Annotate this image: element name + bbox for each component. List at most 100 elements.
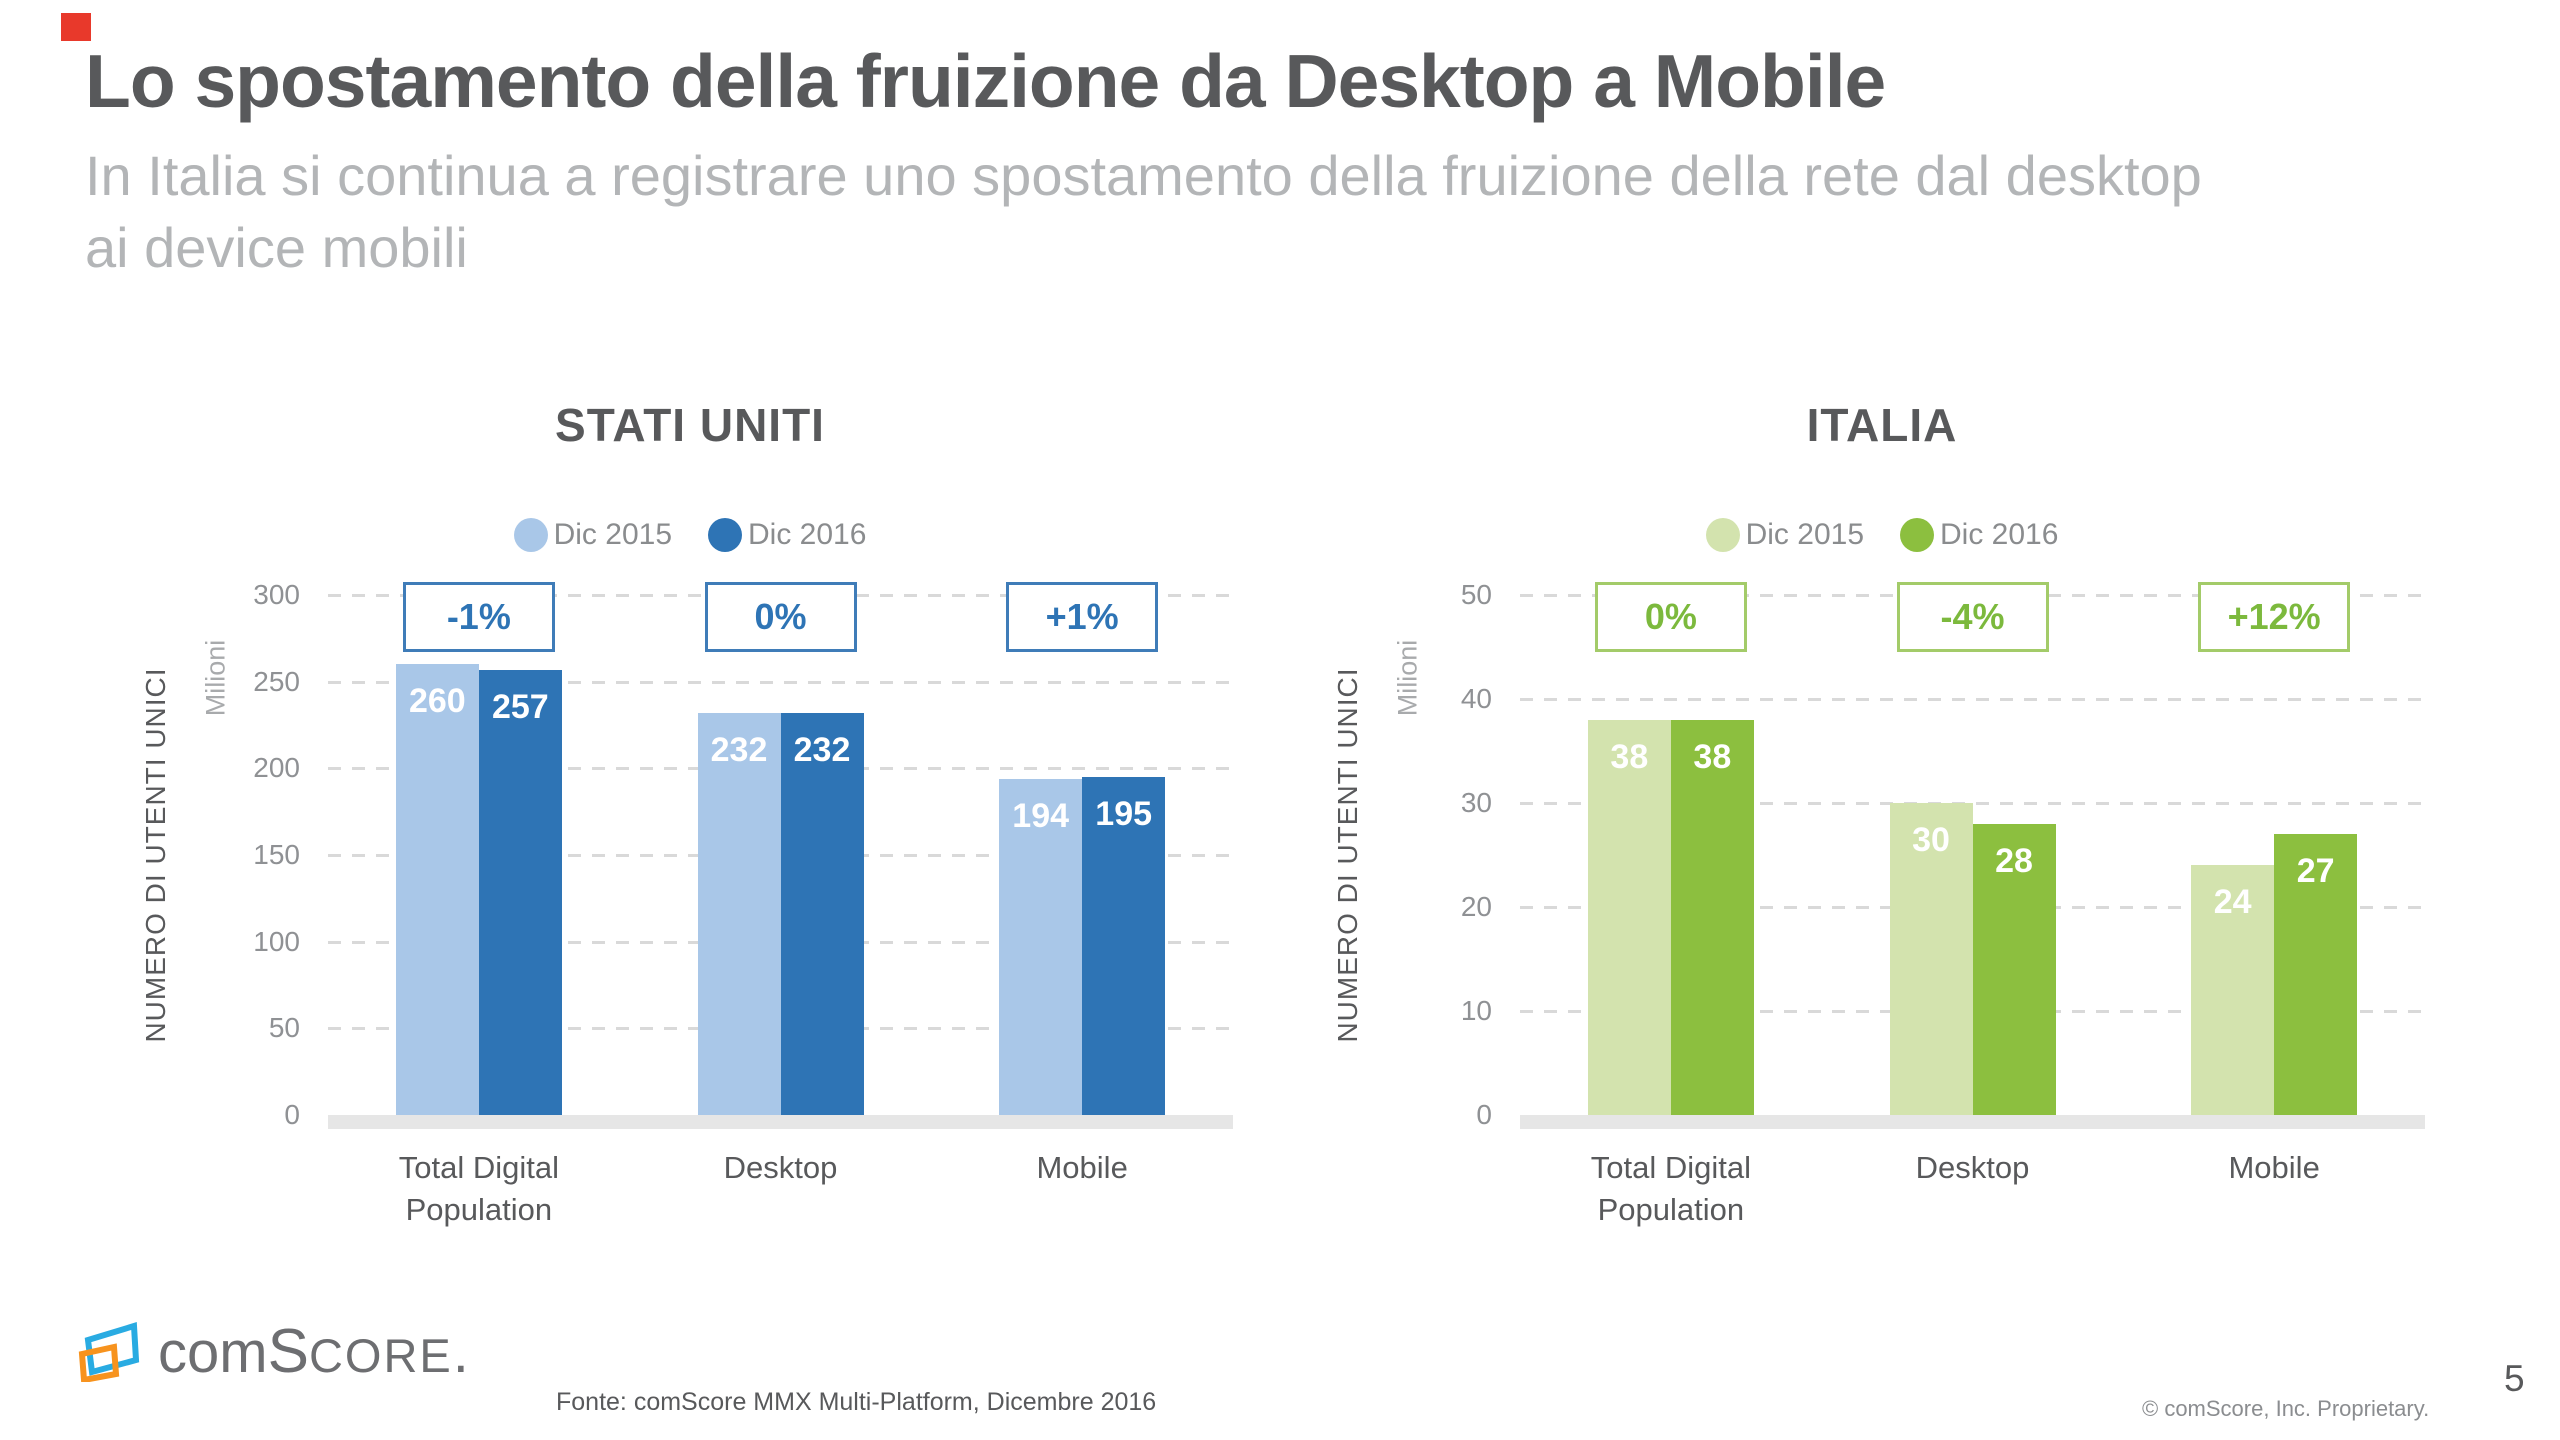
delta-change-box: 0% <box>1594 582 1747 652</box>
slide-subtitle-line2: ai device mobili <box>85 215 468 279</box>
bar-dic-2015: 260 <box>395 664 479 1115</box>
y-tick-label: 20 <box>1460 891 1492 922</box>
y-tick-label: 200 <box>253 752 300 784</box>
y-tick-label: 100 <box>253 925 300 957</box>
y-axis-ticks: 300 250 200 150 100 50 0 <box>140 579 300 1130</box>
category-label-line: Total Digital <box>398 1150 559 1185</box>
bar-dic-2015: 24 <box>2191 865 2275 1115</box>
chart-title: STATI UNITI <box>555 399 825 451</box>
legend-label: Dic 2015 <box>553 518 672 551</box>
category-label-line: Desktop <box>1915 1150 2030 1185</box>
red-corner-badge <box>61 13 91 41</box>
bar-value-label: 38 <box>1693 737 1732 776</box>
bar-value-label: 257 <box>491 687 549 726</box>
bar-value-label: 232 <box>793 730 851 769</box>
delta-change-box: +1% <box>1006 582 1159 652</box>
y-tick-label: 30 <box>1460 787 1492 818</box>
bar-dic-2015: 38 <box>1587 719 1671 1115</box>
y-tick-label: 0 <box>1476 1099 1492 1130</box>
delta-change-box: -1% <box>402 582 555 652</box>
category-label: Mobile <box>2114 1147 2434 1189</box>
category-label-line: Mobile <box>1036 1150 1128 1185</box>
bar-group: 232 232 <box>697 712 864 1115</box>
logo-text-core: CORE <box>308 1329 453 1382</box>
bar-group: 30 28 <box>1889 803 2056 1115</box>
y-tick-label: 0 <box>284 1099 300 1130</box>
x-axis-baseline <box>328 1115 1233 1129</box>
page-number: 5 <box>2504 1358 2525 1399</box>
bar-dic-2016: 257 <box>478 669 562 1115</box>
copyright-note: © comScore, Inc. Proprietary. <box>2142 1396 2430 1421</box>
bar-dic-2016: 38 <box>1670 719 1754 1115</box>
y-axis-ticks: 50 40 30 20 10 0 <box>1332 579 1492 1130</box>
logo-text-com: com <box>158 1320 268 1385</box>
bar-dic-2016: 195 <box>1082 777 1166 1115</box>
bar-value-label: 28 <box>1995 841 2033 880</box>
slide-header: Lo spostamento della fruizione da Deskto… <box>85 38 2485 283</box>
gridline <box>1520 698 2425 701</box>
category-label: Desktop <box>621 1147 941 1189</box>
bar-group: 24 27 <box>2191 834 2358 1115</box>
delta-change-box: 0% <box>704 582 857 652</box>
legend-dot-icon <box>1900 518 1934 552</box>
gridline <box>328 680 1233 684</box>
x-axis-baseline <box>1520 1115 2425 1129</box>
category-label-line: Population <box>405 1191 553 1227</box>
plot-area: 38 38 0% Total Digital Population 30 28 -4% Desk… <box>1520 582 2425 1227</box>
slide-title: Lo spostamento della fruizione da Deskto… <box>85 39 1886 123</box>
plot-area: 260 257 -1% Total Digital Population 232 232 0%… <box>328 582 1233 1227</box>
y-tick-label: 50 <box>268 1012 300 1044</box>
legend-item: Dic 2015 <box>1705 518 1864 552</box>
chart-italia: ITALIA Dic 2015 Dic 2016 NUMERO DI UTENT… <box>1332 390 2432 1250</box>
comscore-logo: comSCORE. <box>78 1316 469 1387</box>
category-label: Total Digital Population <box>1511 1147 1831 1231</box>
bar-group: 260 257 <box>395 664 562 1115</box>
gridline <box>1520 802 2425 805</box>
comscore-logo-icon <box>78 1321 140 1382</box>
bar-value-label: 27 <box>2296 852 2335 891</box>
category-label-line: Population <box>1597 1191 1745 1227</box>
slide-subtitle-line1: In Italia si continua a registrare uno s… <box>85 144 2202 207</box>
source-note: Fonte: comScore MMX Multi-Platform, Dice… <box>556 1388 1157 1416</box>
comscore-logo-text: comSCORE. <box>158 1316 469 1387</box>
bar-value-label: 195 <box>1095 795 1153 833</box>
category-label: Mobile <box>922 1147 1242 1189</box>
category-label: Total Digital Population <box>319 1147 639 1231</box>
y-tick-label: 150 <box>253 839 300 870</box>
bar-value-label: 194 <box>1012 796 1070 835</box>
bar-value-label: 24 <box>2213 883 2252 922</box>
bar-group: 38 38 <box>1587 719 1754 1115</box>
legend-dot-icon <box>513 518 548 552</box>
bar-dic-2015: 194 <box>999 778 1083 1115</box>
logo-text-dot: . <box>452 1320 469 1385</box>
bar-dic-2016: 28 <box>1972 823 2056 1115</box>
legend-label: Dic 2016 <box>748 518 867 551</box>
legend-label: Dic 2015 <box>1745 518 1864 551</box>
bar-dic-2016: 232 <box>780 712 864 1115</box>
category-label-line: Total Digital <box>1590 1150 1751 1185</box>
y-tick-label: 250 <box>253 665 300 697</box>
bar-dic-2015: 232 <box>697 712 781 1115</box>
bar-value-label: 30 <box>1912 821 1950 859</box>
legend-item: Dic 2016 <box>708 518 866 552</box>
category-label: Desktop <box>1813 1147 2133 1189</box>
bar-value-label: 232 <box>710 730 768 769</box>
delta-change-box: -4% <box>1896 582 2049 652</box>
bar-value-label: 260 <box>408 682 466 721</box>
bar-dic-2016: 27 <box>2274 834 2358 1115</box>
chart-title: ITALIA <box>1806 399 1958 451</box>
legend-item: Dic 2016 <box>1900 518 2058 552</box>
category-label-line: Desktop <box>723 1150 838 1185</box>
bar-value-label: 38 <box>1610 737 1649 776</box>
legend-item: Dic 2015 <box>513 518 672 552</box>
logo-text-s: S <box>267 1317 309 1386</box>
chart-stati-uniti: STATI UNITI Dic 2015 Dic 2016 NUMERO DI … <box>140 390 1240 1250</box>
legend-label: Dic 2016 <box>1940 518 2059 551</box>
y-tick-label: 50 <box>1460 579 1492 610</box>
legend: Dic 2015 Dic 2016 <box>140 518 1240 552</box>
y-tick-label: 300 <box>253 579 300 610</box>
bar-dic-2015: 30 <box>1889 803 1973 1115</box>
bar-group: 194 195 <box>999 777 1166 1115</box>
legend: Dic 2015 Dic 2016 <box>1332 518 2432 552</box>
y-tick-label: 10 <box>1460 995 1492 1026</box>
